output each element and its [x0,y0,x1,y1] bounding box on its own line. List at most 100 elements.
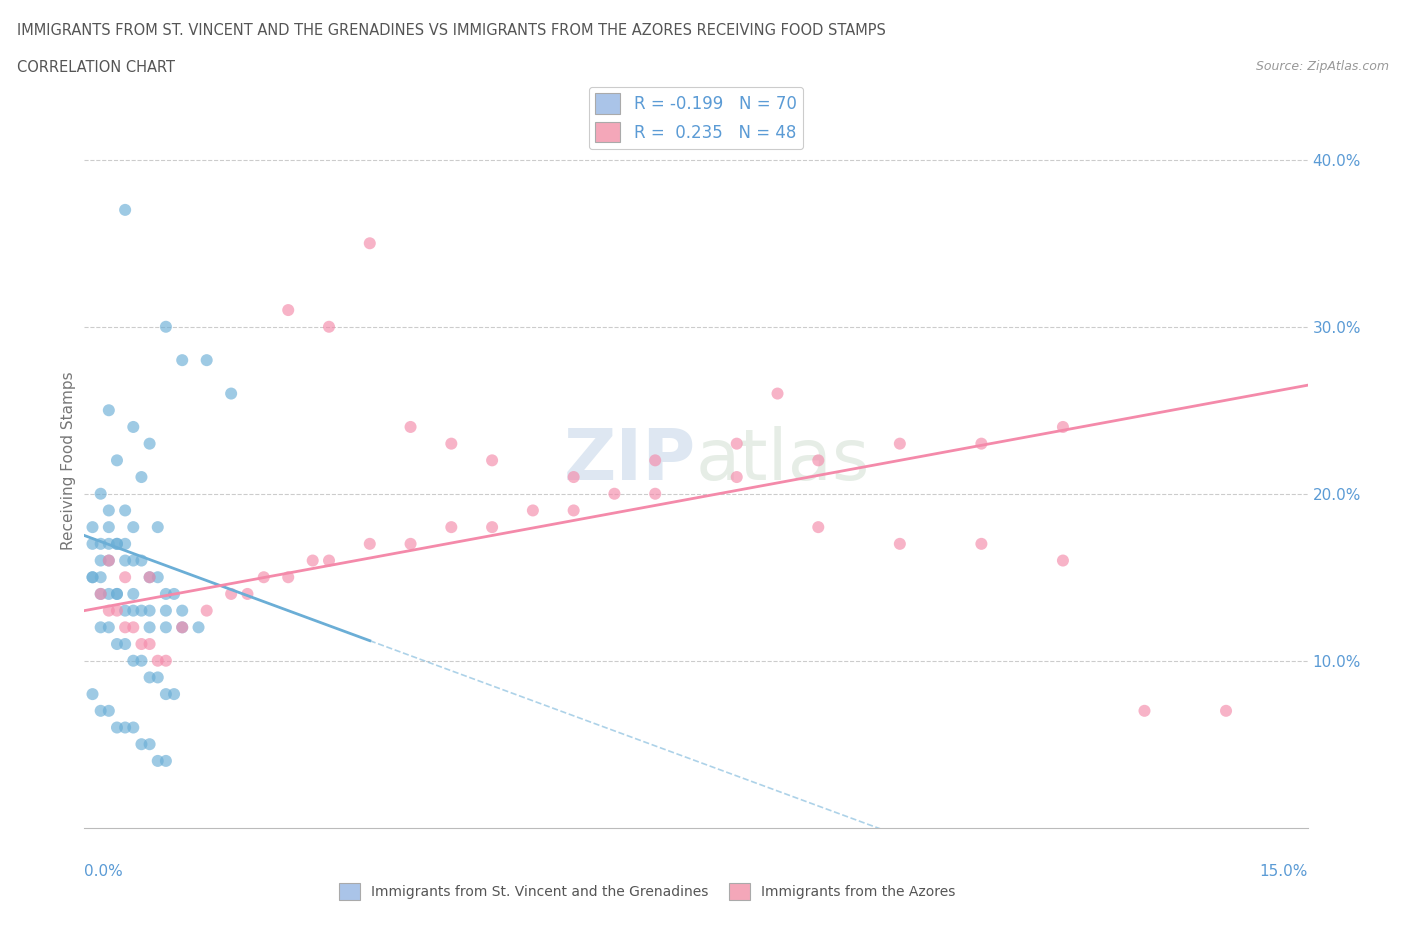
Point [122,520,145,535]
Point [807,520,830,535]
Point [105,453,128,468]
Point [114,637,136,652]
Point [155,319,177,334]
Point [172,604,194,618]
Point [122,604,145,618]
Point [90,703,112,718]
Legend: Immigrants from St. Vincent and the Grenadines, Immigrants from the Azores: Immigrants from St. Vincent and the Gren… [333,877,960,905]
Point [1215,703,1237,718]
Point [301,553,323,568]
Point [122,620,145,635]
Point [90,570,112,585]
Point [105,720,128,735]
Point [131,637,153,652]
Point [138,670,160,684]
Point [522,503,544,518]
Point [82,570,104,585]
Point [889,436,911,451]
Point [138,637,160,652]
Point [889,537,911,551]
Point [97,553,120,568]
Point [90,620,112,635]
Text: ZIP: ZIP [564,426,696,495]
Point [359,537,381,551]
Point [195,352,218,367]
Point [131,604,153,618]
Point [970,537,993,551]
Point [97,537,120,551]
Point [219,386,242,401]
Point [90,587,112,602]
Point [114,203,136,218]
Point [90,486,112,501]
Point [195,604,218,618]
Point [122,419,145,434]
Point [146,753,169,768]
Point [318,553,340,568]
Point [82,537,104,551]
Point [105,604,128,618]
Point [644,486,666,501]
Point [114,537,136,551]
Point [146,520,169,535]
Point [90,587,112,602]
Point [105,587,128,602]
Point [138,737,160,751]
Point [766,386,789,401]
Point [114,620,136,635]
Point [131,470,153,485]
Point [399,537,422,551]
Text: CORRELATION CHART: CORRELATION CHART [17,60,174,75]
Point [359,236,381,251]
Point [97,520,120,535]
Point [146,653,169,668]
Point [105,637,128,652]
Point [277,302,299,317]
Text: atlas: atlas [696,426,870,495]
Point [253,570,276,585]
Point [163,686,186,701]
Point [155,753,177,768]
Point [187,620,209,635]
Point [97,553,120,568]
Point [155,587,177,602]
Point [399,419,422,434]
Point [97,587,120,602]
Point [725,436,748,451]
Point [644,453,666,468]
Point [114,720,136,735]
Text: IMMIGRANTS FROM ST. VINCENT AND THE GRENADINES VS IMMIGRANTS FROM THE AZORES REC: IMMIGRANTS FROM ST. VINCENT AND THE GREN… [17,23,886,38]
Point [318,319,340,334]
Point [481,520,503,535]
Point [155,653,177,668]
Point [97,620,120,635]
Point [105,537,128,551]
Text: 15.0%: 15.0% [1260,865,1308,880]
Point [131,553,153,568]
Point [807,453,830,468]
Point [163,587,186,602]
Point [725,470,748,485]
Point [138,570,160,585]
Point [122,553,145,568]
Point [146,670,169,684]
Point [277,570,299,585]
Point [97,503,120,518]
Point [82,520,104,535]
Point [122,653,145,668]
Point [138,620,160,635]
Point [131,653,153,668]
Point [114,503,136,518]
Point [562,503,585,518]
Point [138,604,160,618]
Point [97,703,120,718]
Point [114,570,136,585]
Point [172,620,194,635]
Point [155,604,177,618]
Point [172,352,194,367]
Point [155,686,177,701]
Point [1052,419,1074,434]
Point [90,537,112,551]
Point [97,604,120,618]
Point [219,587,242,602]
